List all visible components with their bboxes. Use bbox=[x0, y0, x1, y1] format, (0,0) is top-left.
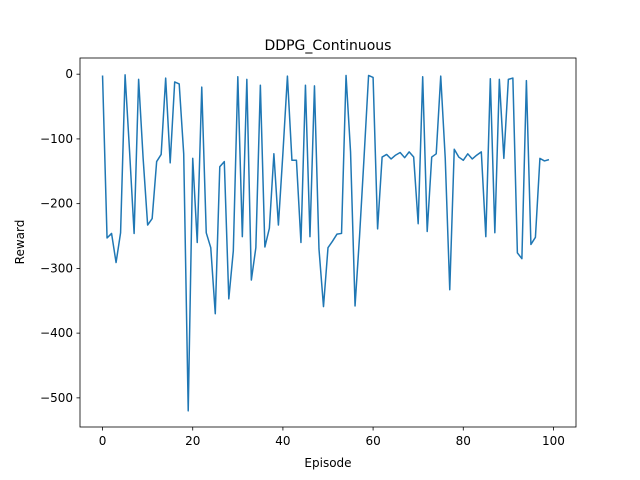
x-tick-label: 60 bbox=[365, 434, 380, 448]
y-tick-label: −500 bbox=[40, 391, 73, 405]
x-axis-label: Episode bbox=[304, 456, 351, 470]
x-axis-ticks: 0 20 40 60 80 100 bbox=[99, 427, 565, 448]
x-tick-label: 40 bbox=[275, 434, 290, 448]
axes-frame bbox=[79, 57, 577, 428]
y-tick-label: 0 bbox=[65, 67, 73, 81]
reward-series-line bbox=[101, 74, 550, 412]
y-tick-label: −100 bbox=[40, 132, 73, 146]
chart-title: DDPG_Continuous bbox=[265, 38, 392, 54]
y-axis-ticks: 0 −100 −200 −300 −400 −500 bbox=[40, 67, 80, 405]
y-tick-label: −400 bbox=[40, 326, 73, 340]
x-tick-label: 0 bbox=[99, 434, 107, 448]
y-tick-label: −200 bbox=[40, 197, 73, 211]
y-tick-label: −300 bbox=[40, 261, 73, 275]
y-axis-label: Reward bbox=[13, 220, 27, 265]
x-tick-label: 20 bbox=[185, 434, 200, 448]
x-tick-label: 100 bbox=[542, 434, 565, 448]
plot-area bbox=[101, 74, 550, 412]
x-tick-label: 80 bbox=[456, 434, 471, 448]
